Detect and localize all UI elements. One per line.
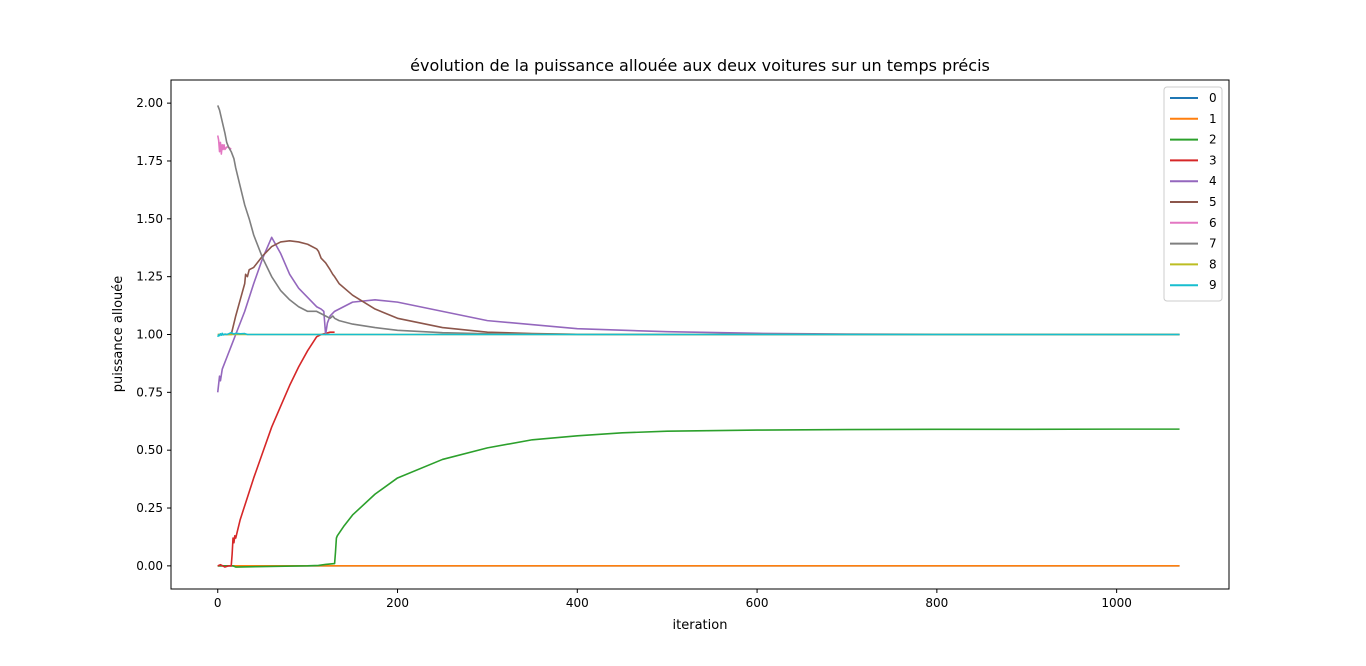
x-tick-label: 1000 bbox=[1101, 596, 1132, 610]
series-line-6 bbox=[216, 135, 232, 155]
y-tick-label: 1.50 bbox=[136, 212, 163, 226]
chart-title: évolution de la puissance allouée aux de… bbox=[410, 56, 990, 75]
legend-label-1: 1 bbox=[1209, 112, 1217, 126]
series-line-3 bbox=[217, 331, 335, 568]
x-tick-label: 600 bbox=[746, 596, 769, 610]
legend-label-8: 8 bbox=[1209, 257, 1217, 271]
x-tick-label: 0 bbox=[214, 596, 222, 610]
x-tick-label: 800 bbox=[925, 596, 948, 610]
series-line-7 bbox=[216, 105, 1180, 336]
legend-label-0: 0 bbox=[1209, 91, 1217, 105]
y-tick-label: 0.50 bbox=[136, 443, 163, 457]
legend-label-4: 4 bbox=[1209, 174, 1217, 188]
y-axis-label: puissance allouée bbox=[111, 276, 126, 393]
legend-label-2: 2 bbox=[1209, 133, 1217, 147]
y-tick-label: 0.25 bbox=[136, 501, 163, 515]
axes-layer: 0 200 400 600 800 1000 0.00 0.25 0.50 0.75 1.00 1.2… bbox=[136, 79, 1230, 610]
legend: 0 1 2 3 4 5 6 7 8 9 bbox=[1163, 86, 1223, 302]
y-tick-label: 1.75 bbox=[136, 154, 163, 168]
legend-label-6: 6 bbox=[1209, 216, 1217, 230]
y-tick-label: 1.00 bbox=[136, 328, 163, 342]
y-tick-label: 2.00 bbox=[136, 96, 163, 110]
series-layer bbox=[216, 105, 1180, 568]
series-line-9 bbox=[217, 331, 1180, 338]
y-tick-label: 0.75 bbox=[136, 385, 163, 399]
series-line-5 bbox=[217, 240, 1180, 336]
legend-label-5: 5 bbox=[1209, 195, 1217, 209]
series-line-2 bbox=[217, 428, 1180, 568]
x-tick-label: 200 bbox=[386, 596, 409, 610]
y-tick-label: 0.00 bbox=[136, 559, 163, 573]
x-axis-label: iteration bbox=[673, 618, 728, 633]
legend-label-9: 9 bbox=[1209, 278, 1217, 292]
legend-label-3: 3 bbox=[1209, 153, 1217, 167]
x-tick-label: 400 bbox=[566, 596, 589, 610]
series-line-4 bbox=[216, 236, 1180, 393]
y-tick-label: 1.25 bbox=[136, 270, 163, 284]
legend-label-7: 7 bbox=[1209, 237, 1217, 251]
